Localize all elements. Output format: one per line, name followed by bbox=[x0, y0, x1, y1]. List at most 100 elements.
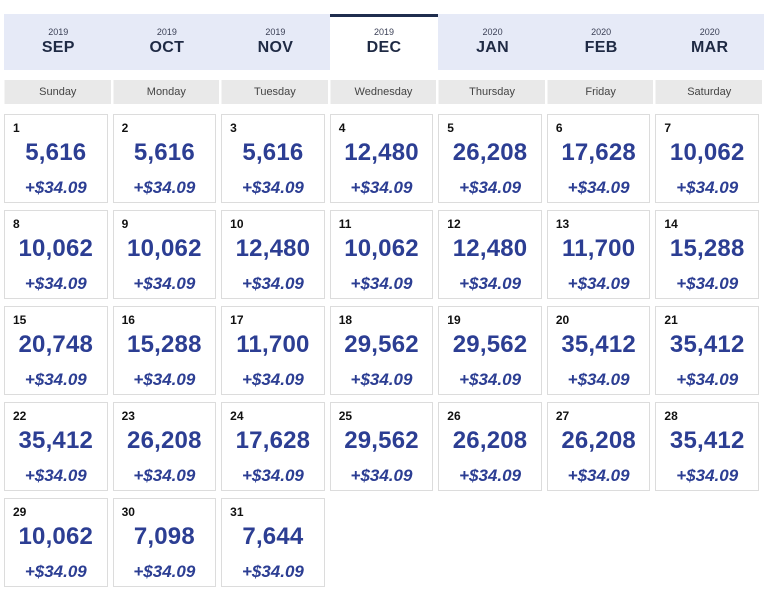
fee-amount: +$34.09 bbox=[133, 466, 196, 485]
points-price: 11,700 bbox=[561, 235, 636, 262]
points-price: 26,208 bbox=[452, 427, 528, 454]
day-cell[interactable]: 30 7,098 +$34.09 bbox=[112, 498, 217, 587]
month-tab-sep[interactable]: 2019 SEP bbox=[4, 14, 113, 70]
day-cell[interactable]: 5 26,208 +$34.09 bbox=[438, 114, 542, 203]
points-price: 35,412 bbox=[561, 331, 636, 358]
day-cell[interactable]: 23 26,208 +$34.09 bbox=[112, 402, 217, 491]
fee-amount: +$34.09 bbox=[241, 178, 304, 197]
day-cell[interactable]: 6 17,628 +$34.09 bbox=[546, 114, 651, 203]
points-price: 12,480 bbox=[344, 139, 419, 166]
points-price: 26,208 bbox=[452, 139, 528, 166]
day-cell[interactable]: 2 5,616 +$34.09 bbox=[112, 114, 217, 203]
points-price: 29,562 bbox=[344, 427, 419, 454]
day-cell[interactable]: 15 20,748 +$34.09 bbox=[4, 306, 108, 395]
day-number: 15 bbox=[13, 313, 27, 327]
points-price: 35,412 bbox=[669, 427, 745, 454]
fee-amount: +$34.09 bbox=[350, 370, 413, 389]
day-cell[interactable]: 12 12,480 +$34.09 bbox=[438, 210, 542, 299]
month-name: OCT bbox=[149, 39, 185, 56]
day-number: 9 bbox=[121, 217, 129, 231]
fee-amount: +$34.09 bbox=[241, 562, 304, 581]
day-cell[interactable]: 19 29,562 +$34.09 bbox=[438, 306, 542, 395]
day-cell[interactable]: 14 15,288 +$34.09 bbox=[655, 210, 759, 299]
points-price: 7,098 bbox=[133, 523, 195, 550]
points-price: 26,208 bbox=[561, 427, 636, 454]
weekday-wednesday: Wednesday bbox=[329, 80, 437, 104]
points-price: 29,562 bbox=[452, 331, 528, 358]
day-cell[interactable]: 16 15,288 +$34.09 bbox=[112, 306, 217, 395]
points-price: 20,748 bbox=[18, 331, 94, 358]
fee-amount: +$34.09 bbox=[676, 466, 739, 485]
day-cell[interactable]: 22 35,412 +$34.09 bbox=[4, 402, 108, 491]
day-number: 10 bbox=[230, 217, 244, 231]
day-number: 1 bbox=[13, 121, 20, 135]
month-name: SEP bbox=[41, 39, 75, 56]
fee-amount: +$34.09 bbox=[459, 274, 522, 293]
weekday-friday: Friday bbox=[546, 80, 654, 104]
day-number: 21 bbox=[664, 313, 678, 327]
day-cell[interactable]: 10 12,480 +$34.09 bbox=[221, 210, 325, 299]
day-number: 8 bbox=[13, 217, 20, 231]
day-number: 29 bbox=[13, 505, 27, 519]
month-tab-feb[interactable]: 2020 FEB bbox=[546, 14, 656, 70]
day-cell[interactable]: 11 10,062 +$34.09 bbox=[329, 210, 434, 299]
day-cell[interactable]: 29 10,062 +$34.09 bbox=[4, 498, 108, 587]
day-cell[interactable]: 26 26,208 +$34.09 bbox=[438, 402, 542, 491]
day-number: 30 bbox=[121, 505, 135, 519]
month-year: 2020 bbox=[591, 27, 612, 37]
fee-amount: +$34.09 bbox=[350, 466, 413, 485]
day-cell[interactable]: 21 35,412 +$34.09 bbox=[655, 306, 759, 395]
month-tab-nov[interactable]: 2019 NOV bbox=[221, 14, 330, 70]
day-cell[interactable]: 18 29,562 +$34.09 bbox=[329, 306, 434, 395]
weekday-header-row: Sunday Monday Tuesday Wednesday Thursday… bbox=[4, 80, 764, 104]
month-year: 2019 bbox=[265, 27, 286, 37]
month-tab-dec[interactable]: 2019 DEC bbox=[329, 14, 439, 70]
day-number: 13 bbox=[555, 217, 570, 231]
day-cell[interactable]: 27 26,208 +$34.09 bbox=[546, 402, 651, 491]
fee-amount: +$34.09 bbox=[24, 466, 87, 485]
day-cell[interactable]: 31 7,644 +$34.09 bbox=[221, 498, 325, 587]
fee-amount: +$34.09 bbox=[676, 274, 739, 293]
day-cell[interactable]: 3 5,616 +$34.09 bbox=[221, 114, 325, 203]
month-name: MAR bbox=[691, 39, 729, 56]
day-cell[interactable]: 28 35,412 +$34.09 bbox=[655, 402, 759, 491]
day-number: 26 bbox=[447, 409, 461, 423]
points-price: 17,628 bbox=[561, 139, 636, 166]
fee-amount: +$34.09 bbox=[567, 274, 630, 293]
day-number: 3 bbox=[230, 121, 237, 135]
fee-amount: +$34.09 bbox=[350, 178, 413, 197]
day-number: 27 bbox=[555, 409, 570, 423]
month-tab-oct[interactable]: 2019 OCT bbox=[112, 14, 222, 70]
month-tabs: 2019 SEP 2019 OCT 2019 NOV 2019 DEC 2020… bbox=[4, 14, 764, 70]
day-cell[interactable]: 7 10,062 +$34.09 bbox=[655, 114, 759, 203]
day-cell[interactable]: 13 11,700 +$34.09 bbox=[546, 210, 651, 299]
month-year: 2019 bbox=[156, 27, 177, 37]
month-year: 2020 bbox=[482, 27, 503, 37]
points-price: 17,628 bbox=[235, 427, 311, 454]
weekday-saturday: Saturday bbox=[655, 80, 762, 104]
fee-amount: +$34.09 bbox=[133, 562, 196, 581]
day-cell[interactable]: 17 11,700 +$34.09 bbox=[221, 306, 325, 395]
day-number: 14 bbox=[664, 217, 678, 231]
fee-amount: +$34.09 bbox=[133, 178, 196, 197]
month-tab-jan[interactable]: 2020 JAN bbox=[438, 14, 547, 70]
fee-amount: +$34.09 bbox=[24, 370, 87, 389]
fee-amount: +$34.09 bbox=[567, 370, 630, 389]
day-cell[interactable]: 8 10,062 +$34.09 bbox=[4, 210, 108, 299]
fee-amount: +$34.09 bbox=[241, 370, 304, 389]
day-cell[interactable]: 25 29,562 +$34.09 bbox=[329, 402, 434, 491]
day-cell[interactable]: 9 10,062 +$34.09 bbox=[112, 210, 217, 299]
month-year: 2019 bbox=[373, 27, 394, 37]
day-cell[interactable]: 24 17,628 +$34.09 bbox=[221, 402, 325, 491]
day-cell[interactable]: 1 5,616 +$34.09 bbox=[4, 114, 108, 203]
day-number: 28 bbox=[664, 409, 678, 423]
fee-amount: +$34.09 bbox=[241, 466, 304, 485]
weekday-monday: Monday bbox=[112, 80, 220, 104]
month-tab-mar[interactable]: 2020 MAR bbox=[655, 14, 764, 70]
day-cell[interactable]: 4 12,480 +$34.09 bbox=[329, 114, 434, 203]
day-number: 31 bbox=[230, 505, 244, 519]
day-cell[interactable]: 20 35,412 +$34.09 bbox=[546, 306, 651, 395]
points-price: 12,480 bbox=[235, 235, 311, 262]
day-number: 5 bbox=[447, 121, 454, 135]
weekday-tuesday: Tuesday bbox=[221, 80, 328, 104]
